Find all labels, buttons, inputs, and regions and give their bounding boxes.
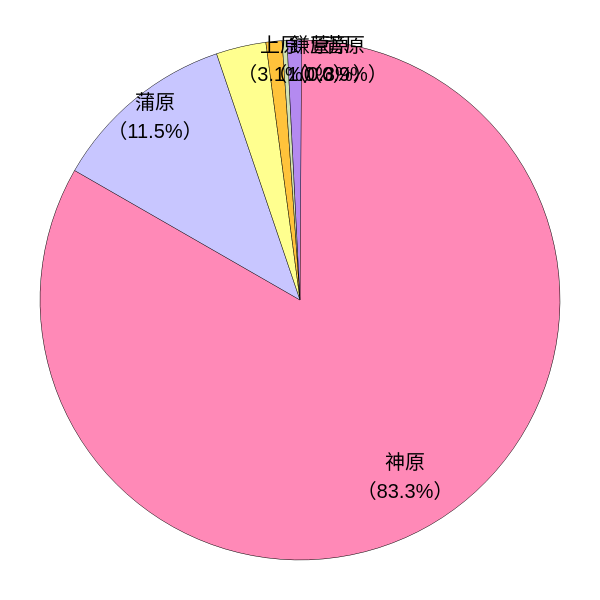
slice-name: 神原 xyxy=(357,446,454,475)
pie-chart xyxy=(0,0,600,600)
slice-percent: （83.3%） xyxy=(357,475,454,504)
pie-chart-container: 神原（83.3%）蒲原（11.5%）上原（3.1%）鎌原（1.0%）萱原（0.3… xyxy=(0,0,600,600)
slice-name: 蒲原 xyxy=(107,86,202,115)
slice-percent: （0.9%） xyxy=(302,58,388,87)
pie-slice-label-5: 菅原（0.9%） xyxy=(302,29,388,87)
pie-slice-label-1: 蒲原（11.5%） xyxy=(107,86,202,144)
slice-name: 菅原 xyxy=(302,29,388,58)
slice-percent: （11.5%） xyxy=(107,115,202,144)
pie-slice-label-0: 神原（83.3%） xyxy=(357,446,454,504)
